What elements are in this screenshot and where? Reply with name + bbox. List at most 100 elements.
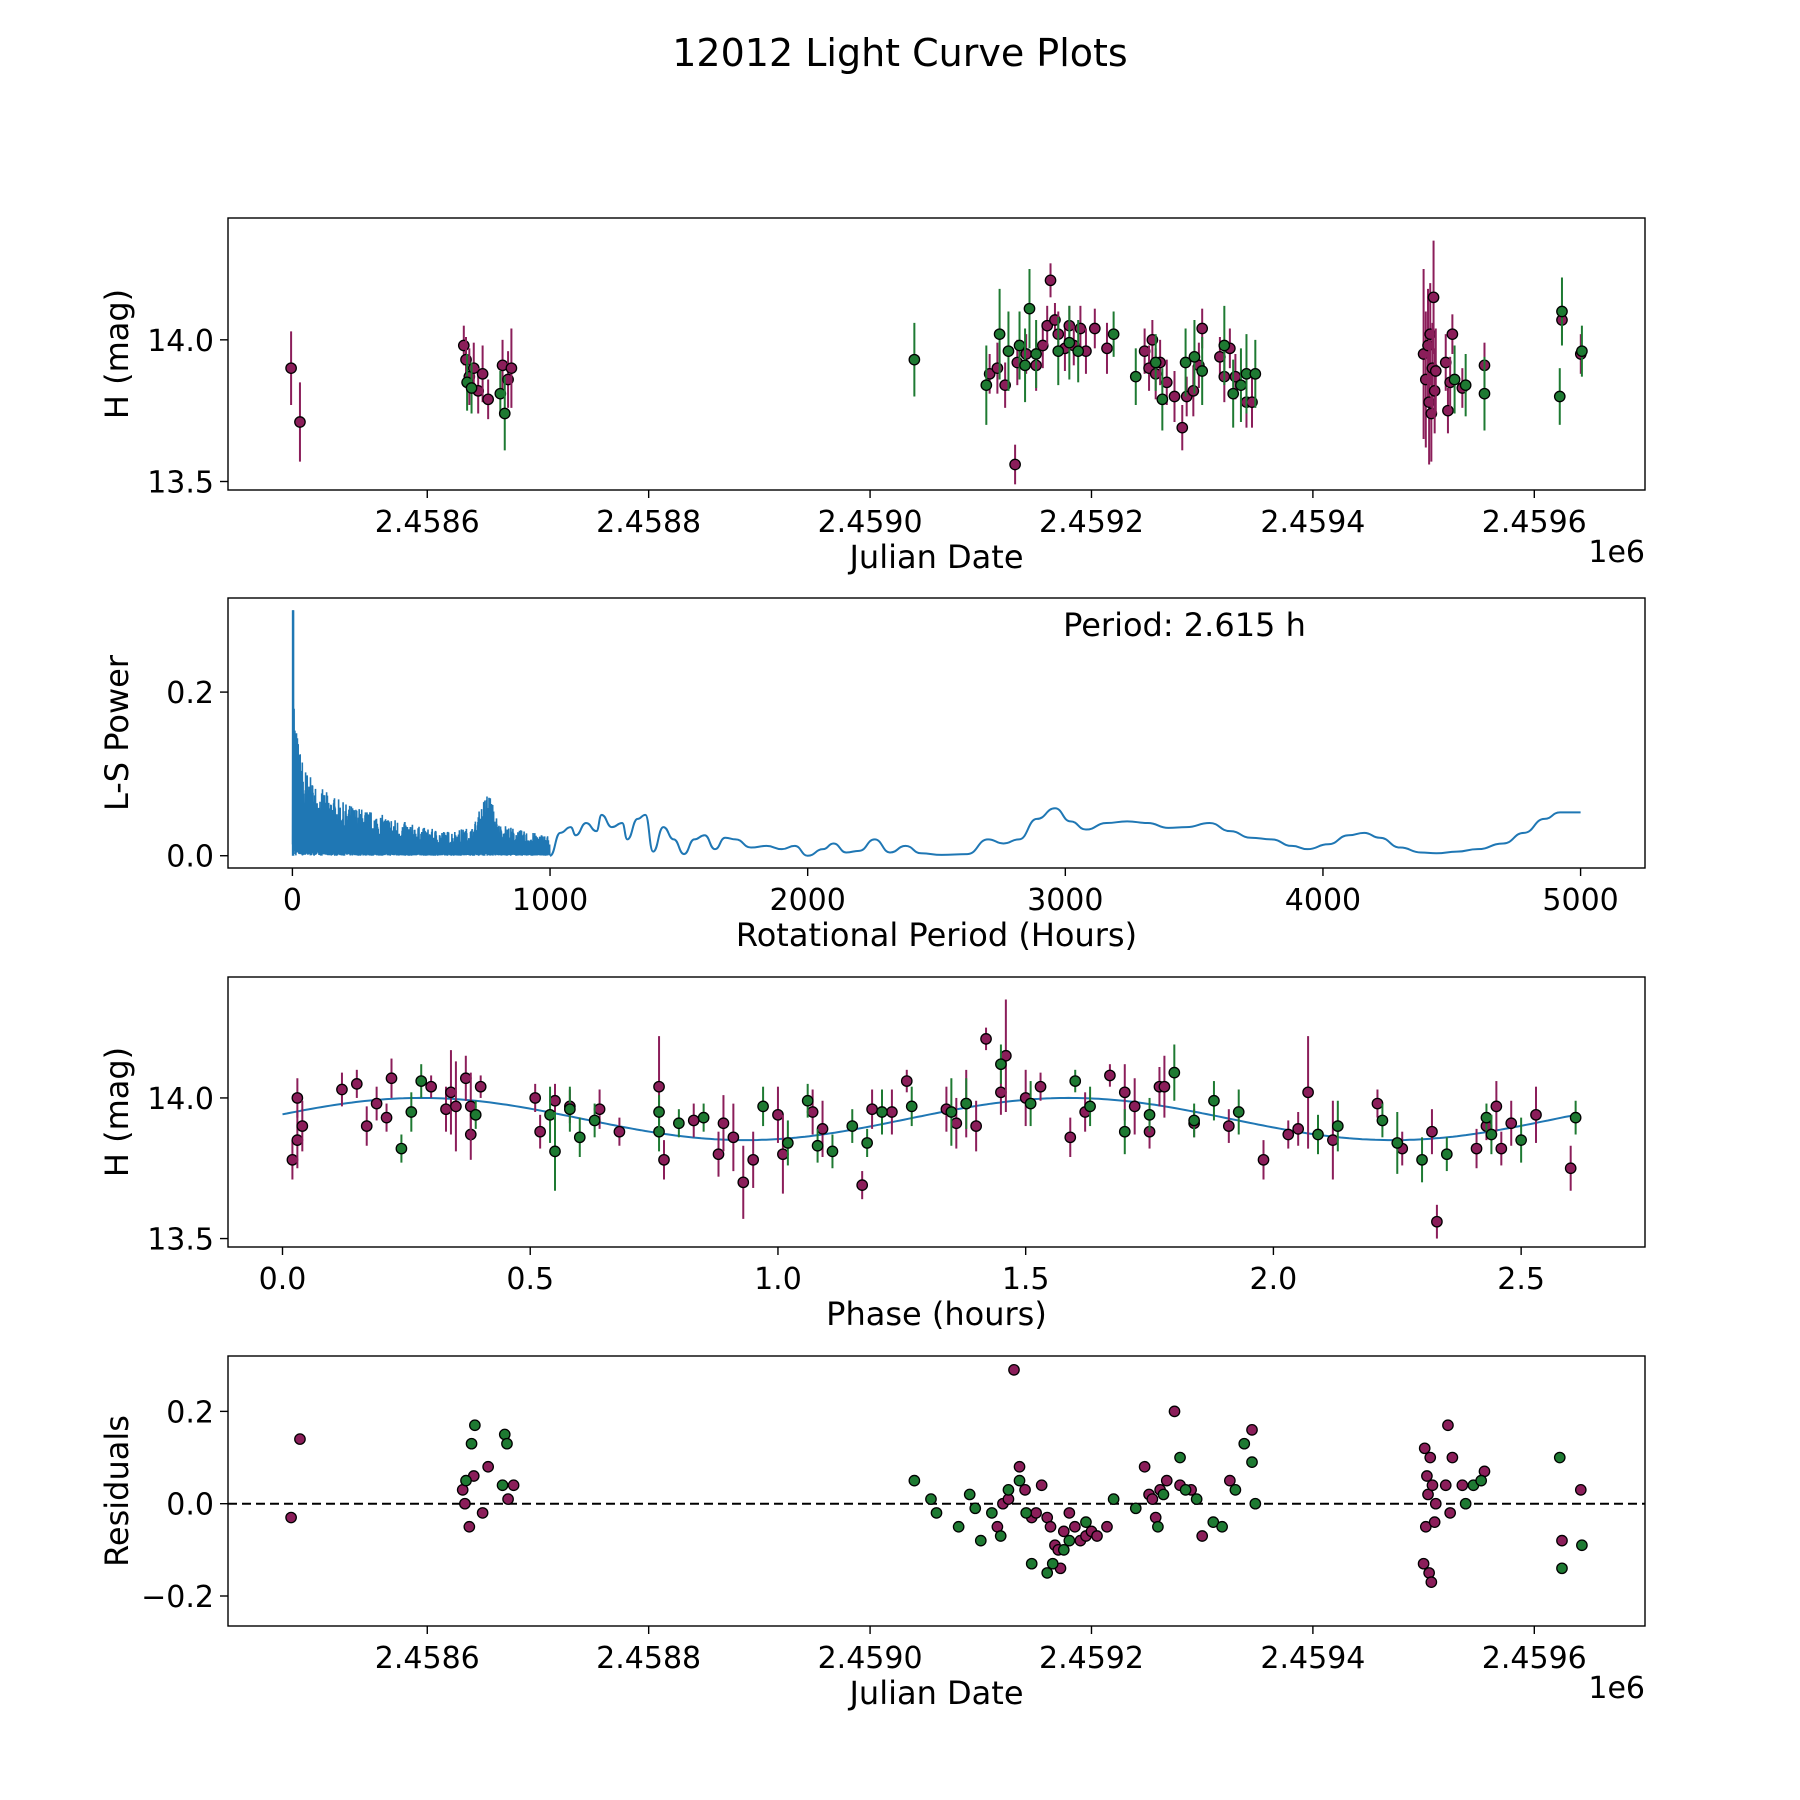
data-point bbox=[1371, 1097, 1384, 1110]
data-point bbox=[465, 382, 478, 394]
data-point bbox=[1046, 1557, 1059, 1570]
data-point bbox=[1168, 1066, 1181, 1079]
data-point bbox=[930, 1507, 943, 1519]
plot-area bbox=[285, 240, 1588, 485]
y-tick-label: 0.0 bbox=[166, 1488, 214, 1523]
x-tick-label: 1000 bbox=[512, 883, 588, 918]
data-point bbox=[1187, 384, 1200, 397]
data-point bbox=[1080, 1516, 1092, 1529]
periodogram-line-dense bbox=[291, 610, 551, 856]
data-point bbox=[1072, 345, 1085, 358]
data-point bbox=[826, 1145, 839, 1158]
data-point bbox=[1249, 1497, 1262, 1510]
data-point bbox=[1444, 1507, 1457, 1519]
data-point bbox=[1218, 339, 1231, 352]
data-point bbox=[900, 1075, 913, 1087]
data-point bbox=[1426, 1125, 1438, 1138]
data-point bbox=[476, 1507, 489, 1519]
data-point bbox=[974, 1534, 987, 1547]
x-offset-label: 1e6 bbox=[1588, 535, 1645, 570]
data-point bbox=[960, 1097, 973, 1110]
x-offset-label: 1e6 bbox=[1588, 1671, 1645, 1706]
data-point bbox=[1216, 1520, 1228, 1533]
data-point bbox=[995, 1058, 1007, 1071]
data-point bbox=[980, 379, 993, 392]
data-point bbox=[991, 362, 1004, 375]
data-point bbox=[1425, 1576, 1438, 1589]
data-point bbox=[1227, 387, 1240, 400]
data-point bbox=[687, 1114, 700, 1127]
data-point bbox=[1292, 1123, 1305, 1135]
data-point bbox=[1505, 1117, 1518, 1130]
x-tick-label: 2.4594 bbox=[1260, 505, 1365, 540]
data-point bbox=[1025, 1557, 1038, 1570]
data-point bbox=[1013, 339, 1026, 352]
data-point bbox=[1418, 1442, 1431, 1455]
data-point bbox=[945, 1106, 958, 1118]
data-point bbox=[1174, 1451, 1186, 1464]
data-point bbox=[1422, 1488, 1434, 1501]
data-point bbox=[469, 1108, 482, 1121]
data-point bbox=[1376, 1114, 1389, 1127]
data-point bbox=[1030, 1507, 1042, 1519]
data-point bbox=[969, 1502, 982, 1515]
data-point bbox=[1101, 1520, 1113, 1533]
data-point bbox=[1553, 1451, 1566, 1464]
data-point bbox=[970, 1120, 982, 1132]
data-point bbox=[1428, 384, 1441, 397]
data-point bbox=[737, 1176, 750, 1189]
periodogram-spikes bbox=[291, 610, 551, 856]
data-point bbox=[1478, 387, 1491, 400]
data-point bbox=[1024, 1097, 1037, 1110]
data-point bbox=[747, 1153, 760, 1166]
data-point bbox=[856, 1179, 869, 1191]
x-tick-label: 0 bbox=[283, 883, 302, 918]
data-point bbox=[1419, 1520, 1432, 1533]
period-annotation: Period: 2.615 h bbox=[1063, 606, 1306, 644]
data-point bbox=[1196, 365, 1209, 377]
data-point bbox=[1013, 1474, 1026, 1487]
data-point bbox=[1249, 367, 1262, 380]
data-point bbox=[285, 1511, 297, 1524]
data-point bbox=[459, 1072, 472, 1085]
data-point bbox=[459, 1497, 471, 1510]
data-point bbox=[498, 407, 511, 420]
data-point bbox=[1442, 1419, 1454, 1432]
data-point bbox=[460, 1474, 472, 1487]
y-tick-label: 0.2 bbox=[166, 1395, 214, 1430]
data-point bbox=[1129, 370, 1142, 383]
plot-area bbox=[291, 610, 1581, 857]
data-point bbox=[1128, 1100, 1141, 1113]
data-point bbox=[1041, 1567, 1054, 1579]
data-point bbox=[405, 1106, 418, 1118]
data-point bbox=[886, 1106, 898, 1118]
data-point bbox=[1302, 1086, 1314, 1099]
x-axis-label: Phase (hours) bbox=[826, 1295, 1047, 1333]
data-point bbox=[1074, 322, 1087, 335]
data-point bbox=[415, 1075, 428, 1087]
data-point bbox=[1480, 1111, 1493, 1124]
data-point bbox=[496, 1479, 509, 1492]
panel-residuals: 2.4586 2.4588 2.4590 2.4592 2.4594 2.4596 −0.2… bbox=[98, 1355, 1646, 1712]
data-point bbox=[564, 1103, 576, 1116]
x-tick-label: 3000 bbox=[1027, 883, 1103, 918]
data-point bbox=[445, 1086, 457, 1099]
data-point bbox=[1416, 1153, 1428, 1166]
data-point bbox=[1282, 1128, 1295, 1141]
data-point bbox=[950, 1117, 963, 1130]
data-point bbox=[1069, 1075, 1082, 1087]
x-tick-label: 2.4588 bbox=[596, 1641, 701, 1676]
data-point bbox=[285, 362, 297, 375]
data-point bbox=[846, 1120, 859, 1132]
data-point bbox=[861, 1137, 873, 1149]
data-point bbox=[905, 1100, 918, 1113]
data-point bbox=[1118, 1086, 1131, 1099]
data-point bbox=[1084, 1100, 1096, 1113]
axes-frame bbox=[227, 597, 1646, 869]
data-point bbox=[1417, 1557, 1430, 1570]
data-point bbox=[1019, 359, 1031, 372]
axes-frame bbox=[227, 217, 1646, 491]
data-point bbox=[1152, 1520, 1164, 1533]
